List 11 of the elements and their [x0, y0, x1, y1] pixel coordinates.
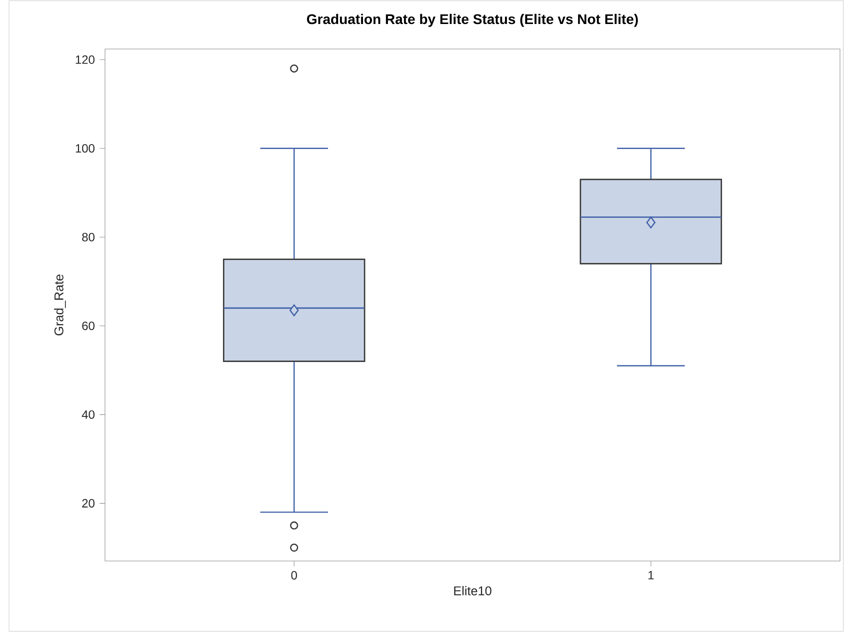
- y-tick-label: 80: [82, 232, 94, 242]
- y-tick-label: 60: [82, 322, 94, 330]
- x-tick-label: 0: [291, 571, 297, 580]
- x-axis-title: Elite10: [454, 586, 492, 596]
- y-tick-label: 100: [76, 144, 94, 153]
- y-tick-label: 40: [82, 410, 94, 419]
- chart-title: Graduation Rate by Elite Status (Elite vs Not Elite): [306, 14, 638, 27]
- y-tick-label: 120: [76, 55, 94, 64]
- y-tick-label: 20: [82, 499, 94, 508]
- x-tick-label: 1: [648, 571, 654, 580]
- y-axis-title: Grad_Rate: [54, 274, 66, 336]
